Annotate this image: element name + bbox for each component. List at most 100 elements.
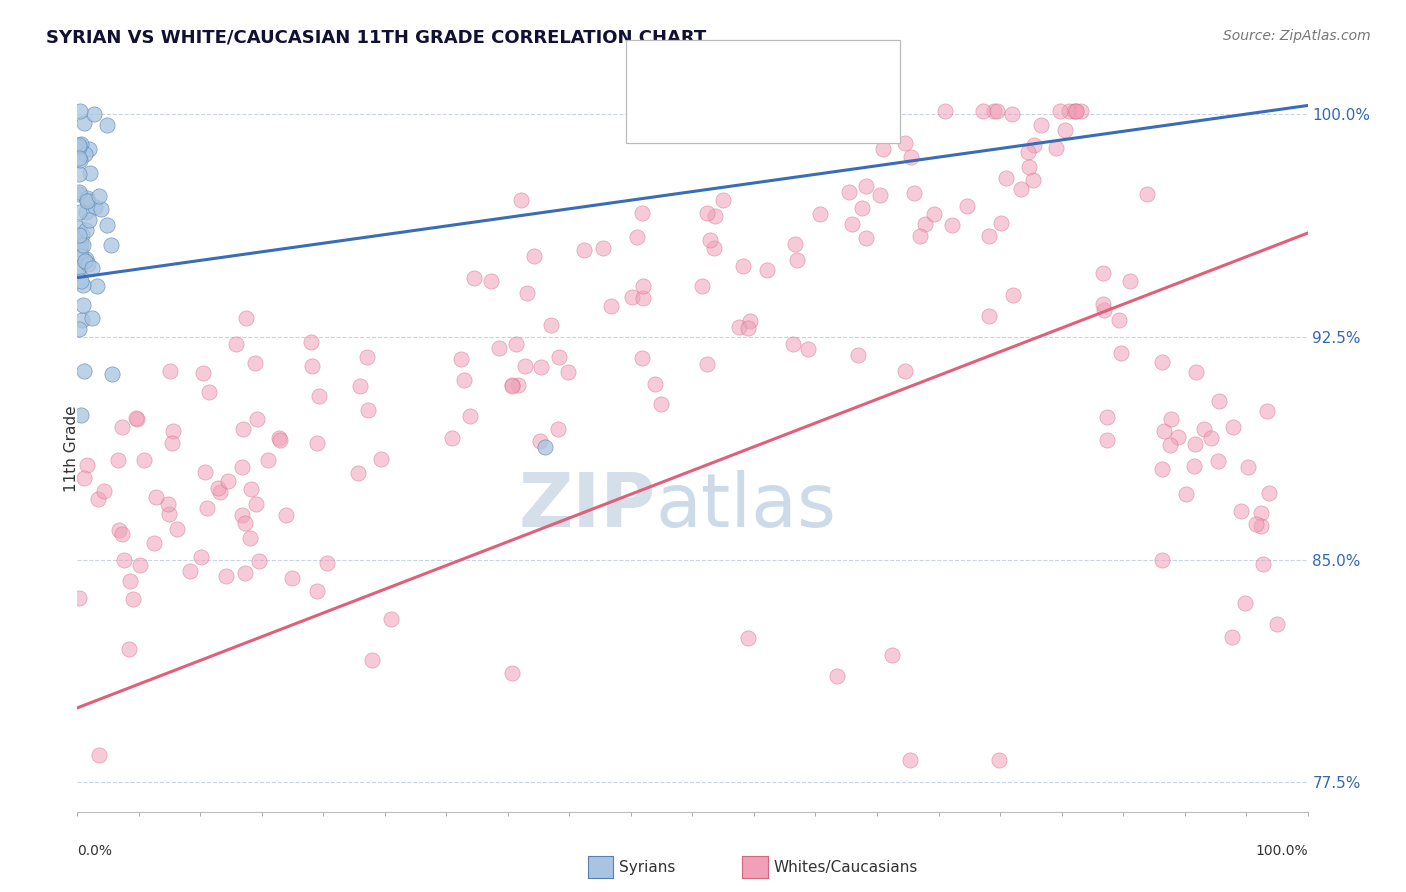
- Point: [547, 350, 569, 364]
- Point: [894, 363, 917, 377]
- Text: N =: N =: [766, 103, 803, 121]
- Point: [67, 167, 90, 181]
- Text: SYRIAN VS WHITE/CAUCASIAN 11TH GRADE CORRELATION CHART: SYRIAN VS WHITE/CAUCASIAN 11TH GRADE COR…: [46, 29, 707, 46]
- Point: [903, 186, 925, 200]
- Point: [1250, 518, 1272, 533]
- Point: [855, 178, 877, 193]
- Point: [914, 217, 936, 231]
- Point: [523, 249, 546, 263]
- Point: [990, 216, 1012, 230]
- Point: [134, 453, 156, 467]
- Point: [1045, 141, 1067, 155]
- Point: [233, 566, 256, 580]
- Point: [1092, 303, 1115, 318]
- Point: [84, 200, 107, 214]
- Point: [510, 194, 533, 208]
- Point: [307, 435, 329, 450]
- Point: [100, 238, 122, 252]
- Point: [1175, 487, 1198, 501]
- Point: [243, 356, 266, 370]
- Point: [786, 253, 808, 268]
- Point: [703, 209, 725, 223]
- Point: [118, 642, 141, 657]
- Text: N =: N =: [766, 61, 803, 78]
- Point: [808, 207, 831, 221]
- Point: [307, 583, 329, 598]
- Point: [572, 243, 595, 257]
- Point: [703, 241, 725, 255]
- Point: [143, 536, 166, 550]
- Point: [626, 230, 648, 244]
- Point: [207, 481, 229, 495]
- Text: R =: R =: [675, 61, 711, 78]
- Point: [621, 290, 644, 304]
- Point: [231, 508, 253, 523]
- Point: [301, 359, 323, 374]
- Point: [956, 199, 979, 213]
- Point: [67, 151, 90, 165]
- Point: [630, 351, 652, 365]
- Point: [592, 242, 614, 256]
- Point: [67, 228, 90, 243]
- Point: [240, 483, 263, 497]
- Point: [600, 299, 623, 313]
- Point: [77, 257, 100, 271]
- Point: [530, 359, 553, 374]
- Point: [75, 252, 97, 266]
- Point: [86, 491, 108, 506]
- Point: [893, 136, 915, 150]
- Point: [979, 309, 1001, 323]
- Point: [737, 631, 759, 645]
- Point: [90, 202, 112, 216]
- Point: [1150, 553, 1173, 567]
- Point: [73, 363, 96, 377]
- Point: [529, 434, 551, 449]
- Point: [76, 194, 98, 208]
- Point: [191, 366, 214, 380]
- Point: [1152, 462, 1174, 476]
- Point: [1234, 596, 1257, 610]
- Point: [197, 385, 219, 400]
- Point: [1064, 104, 1087, 119]
- Point: [73, 253, 96, 268]
- Point: [160, 436, 183, 450]
- Point: [1236, 459, 1258, 474]
- Point: [1070, 104, 1092, 119]
- Point: [209, 485, 232, 500]
- Point: [977, 229, 1000, 244]
- Point: [233, 516, 256, 530]
- Point: [1054, 123, 1077, 137]
- Point: [72, 277, 94, 292]
- Point: [67, 140, 90, 154]
- Point: [1250, 506, 1272, 520]
- Point: [67, 221, 90, 235]
- Point: [89, 189, 111, 203]
- Point: [1001, 287, 1024, 301]
- Point: [1167, 429, 1189, 443]
- Point: [67, 205, 90, 219]
- Point: [195, 500, 218, 515]
- Point: [1185, 365, 1208, 379]
- Point: [505, 337, 527, 351]
- Text: ZIP: ZIP: [519, 470, 655, 543]
- Point: [1222, 420, 1244, 434]
- Point: [1108, 313, 1130, 327]
- Point: [67, 260, 90, 275]
- Point: [96, 218, 118, 232]
- Point: [1063, 104, 1085, 119]
- Point: [763, 106, 786, 120]
- Point: [101, 367, 124, 381]
- Point: [356, 351, 378, 365]
- Point: [281, 571, 304, 585]
- Point: [245, 497, 267, 511]
- Point: [73, 471, 96, 485]
- Point: [737, 321, 759, 335]
- Point: [1092, 266, 1115, 280]
- Point: [145, 490, 167, 504]
- Point: [557, 365, 579, 379]
- Point: [1031, 118, 1053, 132]
- Point: [1153, 425, 1175, 439]
- Point: [67, 322, 90, 336]
- Point: [1229, 504, 1251, 518]
- Point: [825, 669, 848, 683]
